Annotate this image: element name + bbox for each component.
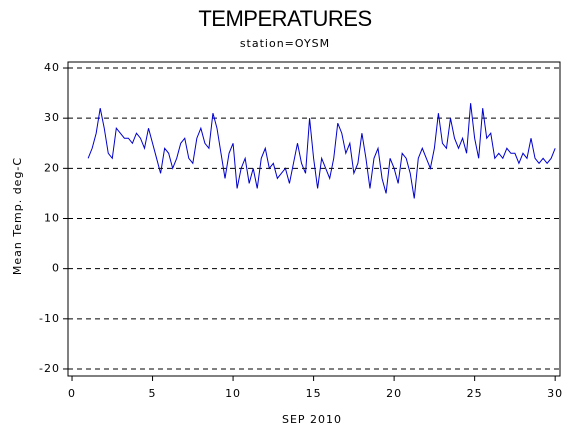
x-tick-label: 10 [225, 387, 241, 400]
x-tick-label: 0 [68, 387, 76, 400]
y-axis-label: Mean Temp. deg-C [11, 157, 24, 275]
y-tick-label: -20 [39, 362, 60, 375]
x-tick-label: 25 [467, 387, 483, 400]
y-tick-label: -10 [39, 312, 60, 325]
plot-frame [67, 61, 561, 377]
y-tick-label: 40 [44, 61, 60, 74]
data-line [87, 103, 556, 199]
y-tick-label: 30 [44, 111, 60, 124]
y-tick-label: 10 [44, 211, 60, 224]
y-tick-label: 20 [44, 161, 60, 174]
x-axis-label: SEP 2010 [282, 413, 342, 426]
x-tick-label: 15 [306, 387, 322, 400]
x-tick-label: 30 [547, 387, 563, 400]
y-tick-label: 0 [52, 262, 60, 275]
chart-subtitle: station=OYSM [240, 37, 330, 50]
x-tick-label: 20 [386, 387, 402, 400]
chart-title: TEMPERATURES [198, 6, 371, 31]
x-tick-label: 5 [149, 387, 157, 400]
